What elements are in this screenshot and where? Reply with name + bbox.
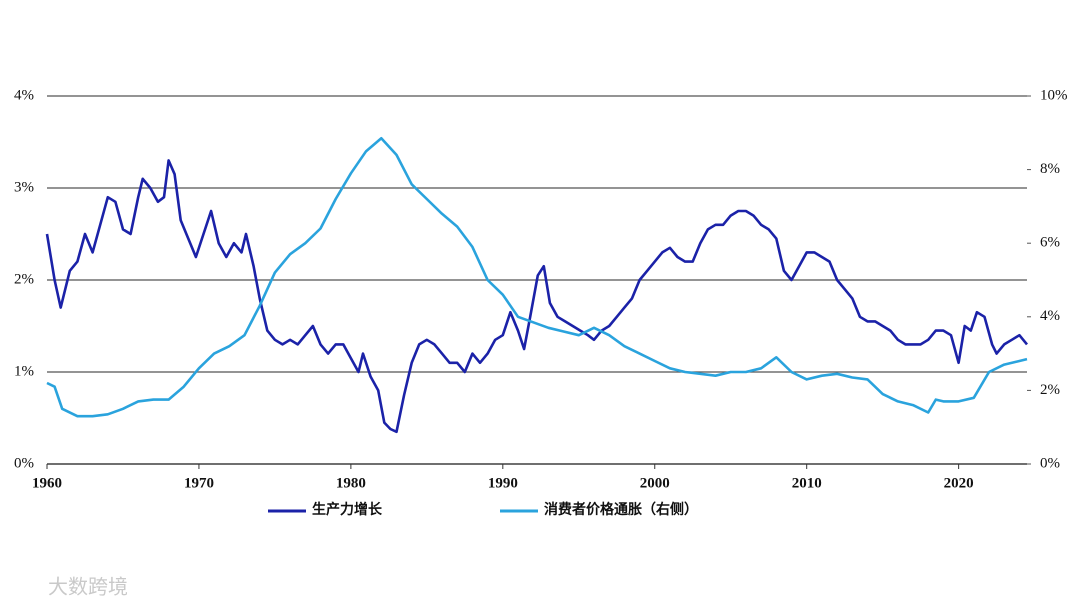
y2-tick-label: 4% [1040,308,1060,324]
y-tick-label: 4% [14,87,34,103]
legend-label: 生产力增长 [312,501,383,518]
y-tick-label: 2% [14,271,34,287]
x-tick-label: 2010 [792,475,822,491]
legend-label: 消费者价格通胀（右侧） [544,501,698,518]
watermark: 大数跨境 [48,575,128,599]
y2-tick-label: 10% [1040,87,1068,103]
x-tick-label: 1970 [184,475,214,491]
y2-tick-label: 0% [1040,455,1060,471]
x-tick-label: 2000 [640,475,670,491]
y-tick-label: 1% [14,363,34,379]
series-line [45,159,1029,434]
x-tick-label: 2020 [944,475,974,491]
series-line [46,137,1028,418]
x-tick-label: 1960 [32,475,62,491]
y2-tick-label: 8% [1040,161,1060,177]
y-tick-label: 0% [14,455,34,471]
x-tick-label: 1990 [488,475,518,491]
x-tick-label: 1980 [336,475,366,491]
y2-tick-label: 2% [1040,382,1060,398]
y-tick-label: 3% [14,179,34,195]
y2-tick-label: 6% [1040,235,1060,251]
